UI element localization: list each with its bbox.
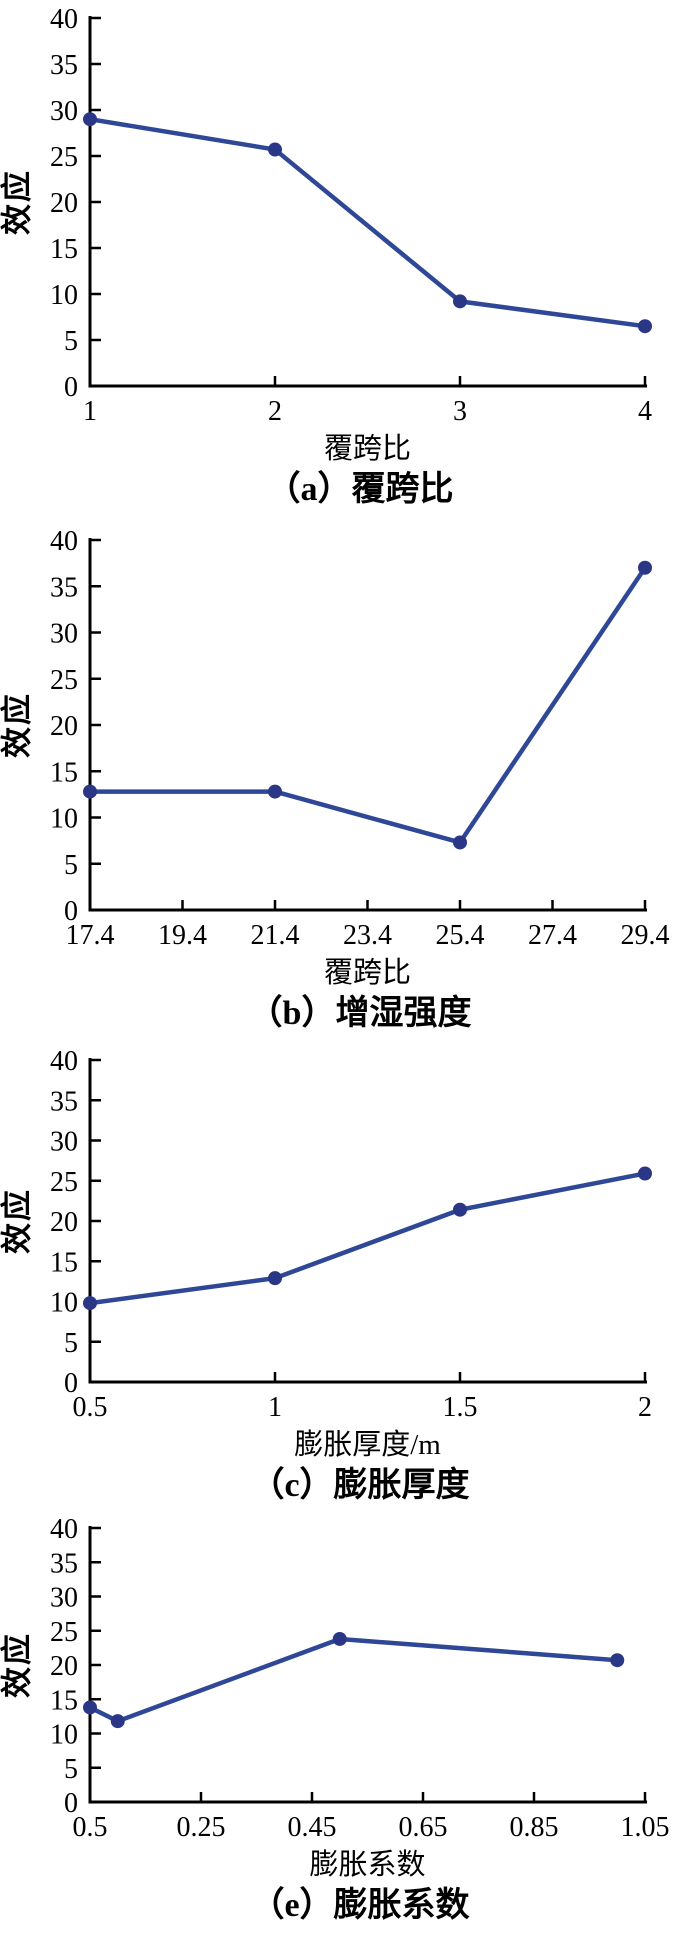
svg-text:27.4: 27.4 (528, 920, 577, 951)
chart-e-y-axis-label: 效应 (0, 1632, 35, 1698)
svg-text:40: 40 (50, 4, 78, 35)
svg-text:4: 4 (638, 396, 652, 427)
svg-text:2: 2 (268, 396, 282, 427)
svg-text:0.85: 0.85 (510, 1812, 559, 1843)
svg-text:0.25: 0.25 (177, 1812, 226, 1843)
chart-e-caption: （e）膨胀系数 (250, 1887, 470, 1924)
chart-a-x-axis-label: 覆跨比 (323, 433, 411, 465)
svg-text:30: 30 (50, 1127, 78, 1158)
chart-c-x-axis-label: 膨胀厚度/m (294, 1429, 441, 1461)
svg-text:25: 25 (50, 665, 78, 696)
chart-b-x-axis-label: 覆跨比 (323, 957, 411, 989)
svg-text:1.05: 1.05 (621, 1812, 670, 1843)
svg-text:5: 5 (64, 1754, 78, 1785)
svg-text:15: 15 (50, 234, 78, 265)
svg-text:25: 25 (50, 1167, 78, 1198)
svg-text:2: 2 (638, 1392, 652, 1423)
svg-text:19.4: 19.4 (158, 920, 207, 951)
svg-text:10: 10 (50, 804, 78, 835)
svg-text:1: 1 (83, 396, 97, 427)
svg-text:0.65: 0.65 (399, 1812, 448, 1843)
svg-text:0: 0 (64, 1788, 78, 1819)
svg-text:20: 20 (50, 1207, 78, 1238)
svg-text:40: 40 (50, 1514, 78, 1545)
chart-e-block: 0 5 10 15 20 25 30 35 40 0.5 0.25 0.45 0.65 0.85 1.05 … (0, 1514, 700, 1928)
svg-text:5: 5 (64, 1328, 78, 1359)
svg-text:35: 35 (50, 572, 78, 603)
svg-text:30: 30 (50, 619, 78, 650)
svg-text:15: 15 (50, 1685, 78, 1716)
svg-text:10: 10 (50, 280, 78, 311)
svg-text:20: 20 (50, 188, 78, 219)
chart-b-caption: （b）增湿强度 (248, 995, 472, 1032)
svg-text:10: 10 (50, 1288, 78, 1319)
svg-text:0.5: 0.5 (73, 1392, 108, 1423)
svg-text:25.4: 25.4 (436, 920, 485, 951)
chart-a-plot-wrap: 0 5 10 15 20 25 30 35 40 1 2 3 4 效应 (0, 0, 700, 432)
svg-text:25: 25 (50, 142, 78, 173)
svg-text:23.4: 23.4 (343, 920, 392, 951)
chart-c-plot-wrap: 0 5 10 15 20 25 30 35 40 0.5 1 1.5 2 效应 (0, 1042, 700, 1428)
svg-text:15: 15 (50, 1247, 78, 1278)
svg-text:21.4: 21.4 (251, 920, 300, 951)
chart-b-block: 0 5 10 15 20 25 30 35 40 17.4 19.4 21.4 23.4 25.4 27.4… (0, 518, 700, 1036)
svg-text:35: 35 (50, 1548, 78, 1579)
svg-text:0.45: 0.45 (288, 1812, 337, 1843)
svg-text:0: 0 (64, 372, 78, 403)
svg-text:30: 30 (50, 96, 78, 127)
svg-text:25: 25 (50, 1617, 78, 1648)
svg-text:3: 3 (453, 396, 467, 427)
svg-text:40: 40 (50, 526, 78, 557)
chart-b-canvas: 0 5 10 15 20 25 30 35 40 17.4 19.4 21.4 23.4 25.4 27.4… (50, 526, 670, 951)
chart-a-caption: （a）覆跨比 (266, 471, 454, 508)
svg-text:17.4: 17.4 (66, 920, 115, 951)
svg-text:40: 40 (50, 1046, 78, 1077)
chart-c-block: 0 5 10 15 20 25 30 35 40 0.5 1 1.5 2 效应 膨胀厚度/m （c）膨胀… (0, 1042, 700, 1508)
chart-c-canvas: 0 5 10 15 20 25 30 35 40 0.5 1 1.5 2 (50, 1046, 652, 1423)
svg-text:30: 30 (50, 1583, 78, 1614)
chart-b-plot-wrap: 0 5 10 15 20 25 30 35 40 17.4 19.4 21.4 23.4 25.4 27.4… (0, 518, 700, 956)
svg-text:0: 0 (64, 896, 78, 927)
svg-text:1.5: 1.5 (443, 1392, 478, 1423)
svg-text:1: 1 (268, 1392, 282, 1423)
svg-text:20: 20 (50, 711, 78, 742)
chart-a-block: 0 5 10 15 20 25 30 35 40 1 2 3 4 效应 覆跨比 （a）覆跨比 (0, 0, 700, 512)
svg-text:5: 5 (64, 326, 78, 357)
chart-b-y-axis-label: 效应 (0, 692, 35, 758)
svg-text:35: 35 (50, 1086, 78, 1117)
chart-c-y-axis-label: 效应 (0, 1188, 35, 1254)
svg-text:20: 20 (50, 1651, 78, 1682)
chart-a-y-axis-label: 效应 (0, 169, 35, 235)
chart-a-canvas: 0 5 10 15 20 25 30 35 40 1 2 3 4 (50, 4, 652, 427)
svg-text:0: 0 (64, 1368, 78, 1399)
svg-text:15: 15 (50, 757, 78, 788)
chart-c-caption: （c）膨胀厚度 (250, 1467, 470, 1504)
svg-text:35: 35 (50, 50, 78, 81)
svg-text:10: 10 (50, 1720, 78, 1751)
chart-e-plot-wrap: 0 5 10 15 20 25 30 35 40 0.5 0.25 0.45 0.65 0.85 1.05 … (0, 1514, 700, 1848)
chart-e-x-axis-label: 膨胀系数 (309, 1849, 426, 1881)
svg-text:0.5: 0.5 (73, 1812, 108, 1843)
svg-text:29.4: 29.4 (621, 920, 670, 951)
svg-text:5: 5 (64, 850, 78, 881)
